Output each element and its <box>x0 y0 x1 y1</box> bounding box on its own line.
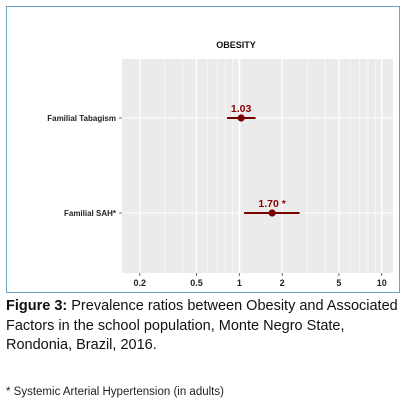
y-tick-label: Familial SAH* <box>64 209 117 218</box>
value-labels: 1.03 1.70 * <box>231 103 287 210</box>
estimate-points <box>237 114 276 217</box>
x-tick-label: 0.5 <box>190 278 203 288</box>
x-tick-label: 1 <box>237 278 242 288</box>
y-tick-labels: Familial Tabagism Familial SAH* <box>47 114 122 218</box>
estimate-point <box>268 209 276 217</box>
figure-caption: Figure 3: Prevalence ratios between Obes… <box>6 297 402 356</box>
chart-title: OBESITY <box>216 40 256 50</box>
x-tick-labels: 0.2 0.5 1 2 5 10 <box>134 273 387 288</box>
x-tick-label: 5 <box>336 278 341 288</box>
value-label: 1.03 <box>231 103 252 115</box>
caption-label: Figure 3: <box>6 298 68 314</box>
x-tick-label: 2 <box>280 278 285 288</box>
caption-text: Prevalence ratios between Obesity and As… <box>6 298 398 353</box>
value-label: 1.70 * <box>258 198 286 210</box>
grid-lines <box>122 59 393 273</box>
footnote: * Systemic Arterial Hypertension (in adu… <box>6 386 224 398</box>
estimate-point <box>237 114 245 122</box>
figure-frame: 1.03 1.70 * Familial Tabagism Familial SAH… <box>6 6 400 293</box>
x-tick-label: 10 <box>377 278 387 288</box>
forest-plot: 1.03 1.70 * Familial Tabagism Familial SAH… <box>47 40 393 288</box>
y-tick-label: Familial Tabagism <box>47 114 116 123</box>
plot-panel <box>122 59 393 273</box>
x-tick-label: 0.2 <box>134 278 147 288</box>
